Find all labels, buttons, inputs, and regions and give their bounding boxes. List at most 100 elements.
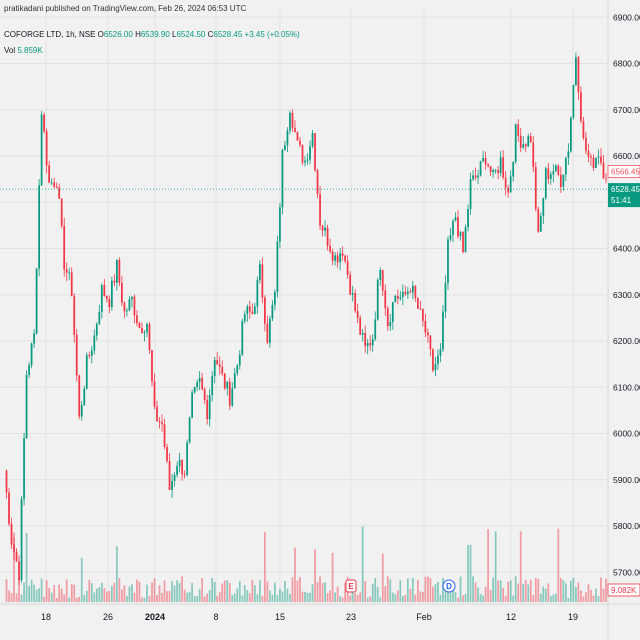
volume-bar: [5, 579, 8, 602]
volume-bar: [25, 533, 28, 602]
y-tick-label: 5800.00: [613, 521, 640, 531]
candle-body: [241, 321, 244, 355]
candle-body: [549, 174, 552, 179]
countdown-tag-label: 51:41: [611, 196, 632, 205]
candle-body: [65, 269, 68, 273]
candle-body: [411, 285, 414, 293]
candle-body: [419, 308, 422, 310]
volume-bar: [319, 576, 321, 602]
volume-bar: [211, 578, 214, 602]
volume-bar: [294, 547, 296, 602]
ohlc-low-value: 6524.50: [176, 30, 206, 39]
volume-bar: [371, 584, 374, 602]
volume-bar: [228, 583, 231, 602]
y-tick-label: 6300.00: [613, 290, 640, 300]
volume-bar: [549, 596, 552, 602]
volume-bar: [28, 585, 30, 602]
volume-bar: [110, 585, 113, 602]
volume-bar: [58, 584, 61, 602]
volume-bar: [35, 589, 38, 602]
x-tick-label: Feb: [416, 612, 432, 622]
volume-bar: [424, 576, 427, 602]
volume-bar: [296, 580, 299, 602]
symbol-name[interactable]: COFORGE LTD, 1h, NSE: [4, 30, 96, 39]
candle-body: [444, 283, 447, 312]
volume-bar: [602, 588, 605, 602]
candle-body: [507, 187, 510, 193]
candle-body: [58, 187, 61, 199]
volume-bar: [40, 578, 43, 602]
volume-bar: [243, 584, 246, 602]
candle-body: [131, 296, 133, 300]
candle-body: [261, 264, 264, 298]
volume-bar: [479, 593, 482, 602]
candle-body: [404, 291, 407, 295]
candle-body: [595, 157, 597, 168]
volume-bar: [161, 592, 163, 602]
candle-body: [206, 400, 209, 420]
volume-bar: [454, 592, 457, 602]
candle-body: [314, 133, 316, 171]
candle-body: [148, 324, 151, 350]
candle-body: [447, 239, 449, 284]
candle-body: [519, 135, 522, 148]
volume-bar: [509, 580, 512, 602]
ohlc-close-value: 6528.45: [213, 30, 243, 39]
candle-body: [544, 168, 547, 199]
candle-body: [364, 333, 367, 347]
volume-bar: [80, 557, 83, 602]
candle-body: [389, 321, 392, 327]
candle-body: [524, 144, 527, 147]
volume-bar: [592, 595, 595, 602]
candle-body: [570, 117, 572, 152]
volume-bar: [575, 587, 577, 602]
candle-body: [349, 274, 352, 295]
volume-bar: [524, 580, 527, 602]
candle-body: [196, 382, 199, 388]
candle-body: [10, 523, 13, 545]
volume-bar: [309, 592, 311, 602]
volume-bar: [564, 583, 567, 602]
x-tick-label: 15: [275, 612, 285, 622]
event-marker-label: E: [348, 582, 354, 591]
volume-bar: [444, 589, 447, 602]
volume-bar: [146, 584, 148, 602]
volume-bar: [103, 588, 106, 602]
volume-bar: [171, 581, 173, 602]
candle-body: [472, 175, 474, 180]
volume-bar: [459, 576, 462, 602]
candle-body: [484, 158, 487, 165]
candle-body: [233, 373, 236, 389]
volume-bar: [344, 582, 347, 602]
candle-body: [85, 355, 88, 389]
candle-body: [30, 343, 33, 366]
candle-body: [276, 241, 279, 292]
candle-body: [78, 375, 81, 417]
candle-body: [587, 150, 590, 157]
prev-close-tag-label: 6566.45: [611, 168, 640, 177]
volume-bar: [216, 595, 219, 602]
y-tick-label: 5700.00: [613, 567, 640, 577]
volume-bar: [53, 585, 56, 602]
candle-body: [153, 381, 156, 407]
volume-bar: [128, 586, 131, 602]
candle-body: [542, 198, 545, 216]
candle-body: [386, 308, 389, 327]
volume-bar: [143, 597, 146, 602]
x-tick-label: 8: [213, 612, 218, 622]
candle-body: [183, 474, 186, 476]
volume-bar: [191, 582, 194, 602]
volume-bar: [452, 584, 454, 602]
volume-bar: [542, 586, 545, 602]
volume-bar: [366, 597, 369, 602]
volume-bar: [186, 592, 188, 602]
volume-bar: [123, 585, 126, 602]
candle-body: [517, 124, 520, 136]
volume-bar: [514, 576, 517, 602]
volume-bar: [544, 588, 547, 602]
candle-body: [311, 133, 314, 147]
volume-bar: [427, 576, 429, 602]
candle-body: [489, 166, 492, 173]
volume-bar: [590, 589, 592, 602]
